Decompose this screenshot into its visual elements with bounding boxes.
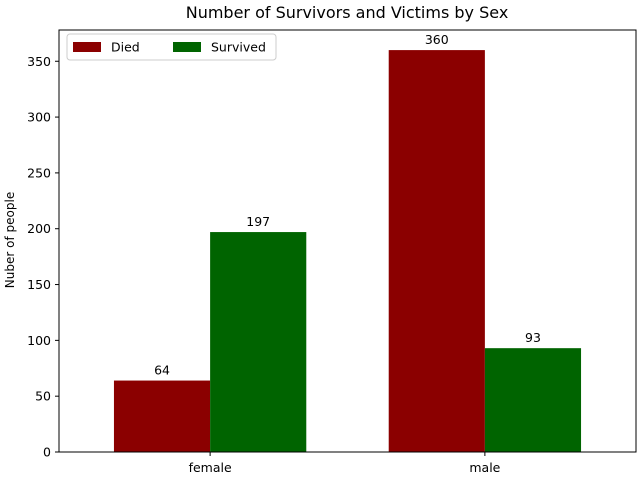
plot-frame (58, 29, 637, 453)
y-tick-label: 50 (35, 389, 51, 404)
y-tick-label: 0 (43, 445, 51, 460)
bars-group: 64 360 197 93 (113, 32, 582, 452)
y-tick-label: 300 (27, 110, 51, 125)
bar-survived-male (484, 348, 582, 452)
data-label-died-male: 360 (425, 32, 449, 47)
y-axis-label: Nuber of people (3, 192, 17, 288)
data-label-survived-female: 197 (246, 214, 270, 229)
legend-box (66, 33, 277, 61)
legend-label-survived: Survived (211, 40, 266, 55)
x-tick-label: female (189, 460, 232, 475)
y-tick-label: 150 (27, 277, 51, 292)
bar-survived-female (210, 232, 307, 452)
legend-label-died: Died (111, 40, 140, 55)
bar-died-female (113, 380, 211, 452)
data-label-died-female: 64 (154, 363, 170, 378)
legend-swatch-survived (173, 42, 201, 52)
bar-died-male (388, 50, 485, 452)
axes-group: 0 50 100 150 200 250 300 350 female male (27, 29, 637, 475)
chart-title: Number of Survivors and Victims by Sex (186, 3, 509, 22)
y-tick-label: 250 (27, 165, 51, 180)
y-tick-label: 350 (27, 54, 51, 69)
y-tick-label: 100 (27, 333, 51, 348)
legend-swatch-died (73, 42, 101, 52)
x-tick-label: male (469, 460, 500, 475)
legend: Died Survived (66, 33, 277, 61)
y-tick-label: 200 (27, 221, 51, 236)
data-label-survived-male: 93 (525, 330, 541, 345)
